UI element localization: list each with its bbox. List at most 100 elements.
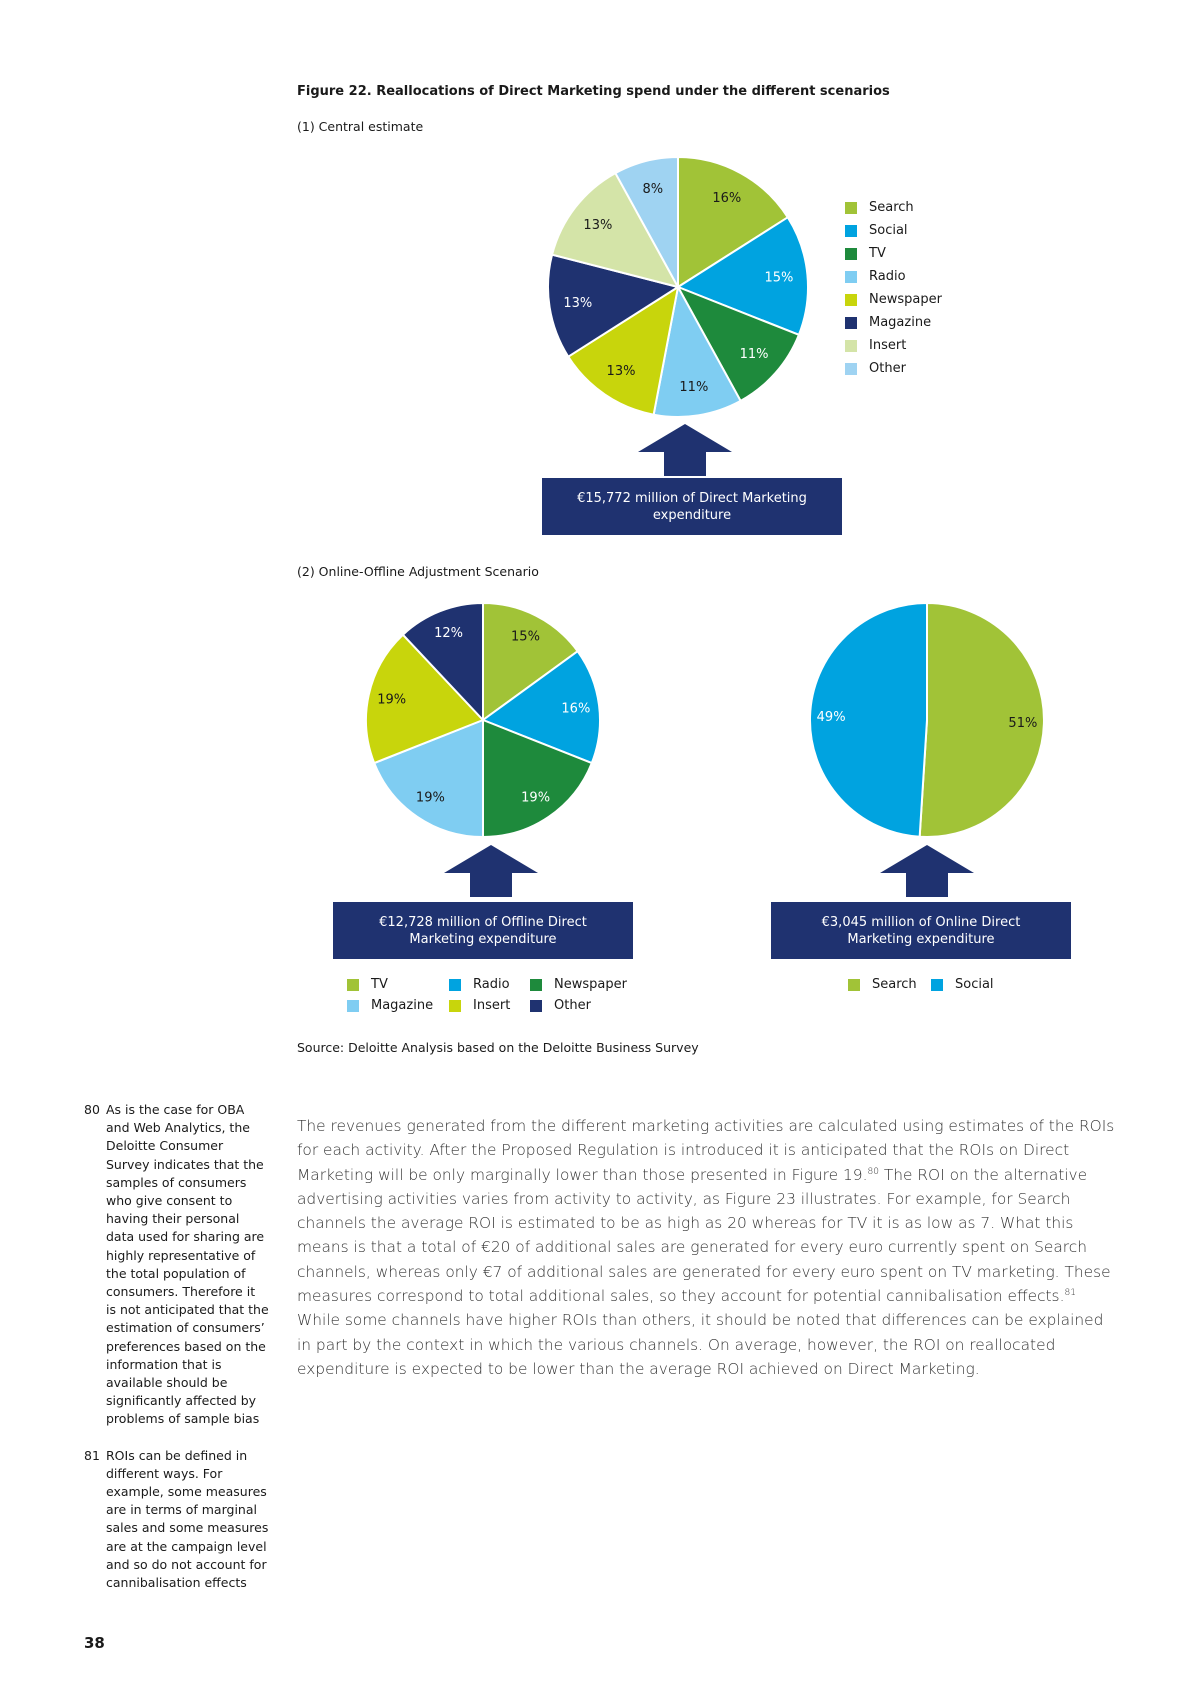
- legend-swatch: [347, 978, 359, 991]
- legend-label: Radio: [473, 977, 510, 992]
- footnote-ref[interactable]: 81: [1064, 1287, 1076, 1298]
- legend-item-magazine: Magazine: [347, 998, 433, 1013]
- legend-label: Social: [955, 977, 994, 992]
- legend-item-insert: Insert: [845, 334, 942, 357]
- legend-item-newspaper: Newspaper: [845, 288, 942, 311]
- figure-subtitle-adjustment: (2) Online-Offline Adjustment Scenario: [297, 564, 539, 579]
- legend-label: Magazine: [371, 998, 434, 1013]
- legend-offline: TV Radio Newspaper Magazine Insert Other: [347, 977, 667, 1021]
- pie-value-label: 19%: [521, 790, 550, 805]
- pie-online: 51% 49%: [797, 590, 1057, 850]
- pie-value-label: 49%: [817, 710, 846, 725]
- legend-item-search: Search: [845, 196, 942, 219]
- figure-subtitle-central: (1) Central estimate: [297, 119, 424, 134]
- legend-label: Search: [869, 200, 914, 215]
- pie-value-label: 11%: [679, 380, 708, 395]
- legend-swatch: [931, 978, 943, 991]
- legend-label: Other: [869, 361, 906, 376]
- pie-value-label: 11%: [740, 347, 769, 362]
- legend-swatch: [845, 316, 857, 329]
- pie-value-label: 51%: [1008, 716, 1037, 731]
- legend-label: Radio: [869, 269, 906, 284]
- pie-central-svg: 16% 15% 11% 11% 13% 13% 13% 8%: [547, 155, 809, 418]
- legend-item-other: Other: [845, 357, 942, 380]
- pie-slice-radio: [652, 284, 742, 418]
- pie-slice-search: [918, 601, 1045, 838]
- legend-item-radio: Radio: [845, 265, 942, 288]
- page-number: 38: [84, 1634, 105, 1652]
- pie-slice-magazine: [372, 718, 484, 839]
- legend-item-social: Social: [931, 977, 994, 992]
- pie-slice-radio: [480, 649, 601, 765]
- legend-swatch: [530, 978, 542, 991]
- arrow-up-icon: [880, 845, 974, 897]
- legend-online: Search Social: [848, 977, 1028, 999]
- pie-slice-other: [401, 601, 484, 723]
- pie-value-label: 12%: [434, 626, 463, 641]
- legend-item-social: Social: [845, 219, 942, 242]
- pie-value-label: 13%: [563, 296, 592, 311]
- callout-online-text: €3,045 million of Online Direct Marketin…: [821, 914, 1021, 947]
- pie-value-label: 8%: [642, 182, 663, 197]
- callout-central: €15,772 million of Direct Marketing expe…: [542, 478, 842, 535]
- legend-central: Search Social TV Radio Newspaper Magazin…: [845, 196, 942, 380]
- pie-offline: 15% 16% 19% 19% 19% 12%: [353, 590, 613, 850]
- pie-value-label: 16%: [561, 701, 590, 716]
- legend-swatch: [449, 978, 461, 991]
- body-text-part: The revenues generated from the differen…: [297, 1117, 1115, 1184]
- pie-value-label: 16%: [712, 191, 741, 206]
- legend-label: Social: [869, 223, 908, 238]
- body-text-part: While some channels have higher ROIs tha…: [297, 1311, 1104, 1378]
- legend-label: Newspaper: [554, 977, 627, 992]
- arrow-up-icon: [444, 845, 538, 897]
- legend-label: Search: [872, 977, 917, 992]
- legend-swatch: [530, 999, 542, 1012]
- legend-item-insert: Insert: [449, 998, 510, 1013]
- footnote-text: ROIs can be defined in different ways. F…: [106, 1447, 269, 1591]
- pie-slice-insert: [365, 633, 485, 765]
- legend-label: Insert: [473, 998, 511, 1013]
- callout-offline: €12,728 million of Offline Direct Market…: [333, 902, 633, 959]
- pie-value-label: 15%: [764, 270, 793, 285]
- pie-slice-search: [677, 155, 790, 289]
- footnote-number: 80: [84, 1102, 100, 1117]
- legend-item-search: Search: [848, 977, 917, 992]
- legend-swatch: [845, 270, 857, 283]
- figure-source: Source: Deloitte Analysis based on the D…: [297, 1040, 699, 1055]
- footnote-text: As is the case for OBA and Web Analytics…: [106, 1102, 269, 1427]
- pie-slice-tv: [482, 601, 580, 722]
- callout-central-text: €15,772 million of Direct Marketing expe…: [577, 490, 807, 523]
- legend-item-magazine: Magazine: [845, 311, 942, 334]
- pie-slice-other: [614, 155, 679, 288]
- footnote: 80 As is the case for OBA and Web Analyt…: [84, 1101, 269, 1429]
- footnotes: 80 As is the case for OBA and Web Analyt…: [84, 1101, 269, 1610]
- legend-label: Other: [554, 998, 591, 1013]
- legend-item-radio: Radio: [449, 977, 510, 992]
- legend-swatch: [845, 224, 857, 237]
- pie-slice-magazine: [547, 253, 681, 359]
- legend-label: Magazine: [869, 315, 932, 330]
- pie-slice-newspaper: [482, 718, 594, 839]
- legend-swatch: [845, 362, 857, 375]
- pie-value-label: 19%: [416, 790, 445, 805]
- pie-value-label: 13%: [583, 218, 612, 233]
- arrow-up-icon: [638, 424, 732, 476]
- pie-slice-social: [675, 215, 809, 337]
- footnote-ref[interactable]: 80: [867, 1166, 879, 1177]
- legend-swatch: [845, 293, 857, 306]
- pie-value-label: 15%: [511, 630, 540, 645]
- legend-swatch: [347, 999, 359, 1012]
- legend-item-tv: TV: [845, 242, 942, 265]
- footnote-number: 81: [84, 1447, 100, 1463]
- body-paragraph: The revenues generated from the differen…: [297, 1114, 1115, 1381]
- legend-item-tv: TV: [347, 977, 388, 992]
- callout-online: €3,045 million of Online Direct Marketin…: [771, 902, 1071, 959]
- legend-swatch: [845, 247, 857, 260]
- legend-item-newspaper: Newspaper: [530, 977, 627, 992]
- pie-offline-svg: 15% 16% 19% 19% 19% 12%: [365, 601, 601, 839]
- legend-label: Newspaper: [869, 292, 942, 307]
- legend-item-other: Other: [530, 998, 591, 1013]
- legend-swatch: [845, 201, 857, 214]
- figure-title: Figure 22. Reallocations of Direct Marke…: [297, 84, 890, 99]
- pie-central: 16% 15% 11% 11% 13% 13% 13% 8%: [547, 153, 809, 423]
